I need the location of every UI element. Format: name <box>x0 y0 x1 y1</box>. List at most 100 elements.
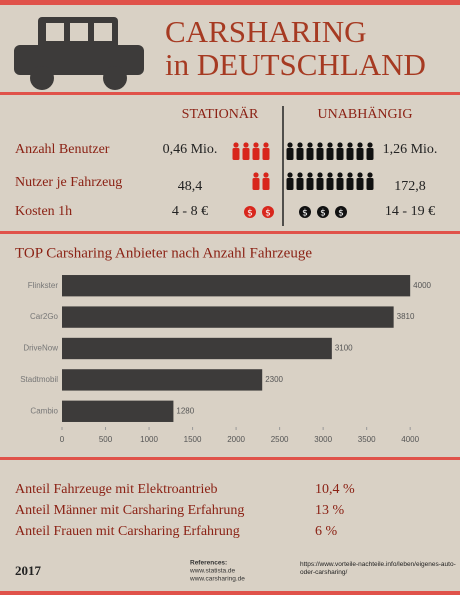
column-header: STATIONÄR <box>182 105 259 122</box>
person-icon <box>296 178 304 190</box>
y-tick-label: Cambio <box>30 406 58 415</box>
reference: References: <box>190 560 227 567</box>
person-icon <box>326 148 334 160</box>
row-label: Nutzer je Fahrzeug <box>15 175 122 190</box>
person-icon <box>286 148 294 160</box>
person-icon <box>346 178 354 190</box>
row-label: Kosten 1h <box>15 204 72 219</box>
value-label: 1280 <box>176 406 194 415</box>
person-icon <box>326 178 334 190</box>
value-label: 2300 <box>265 375 283 384</box>
person-icon <box>252 178 260 190</box>
person-icon <box>262 178 270 190</box>
person-icon <box>286 178 294 190</box>
person-icon <box>367 172 373 178</box>
chart-title: TOP Carsharing Anbieter nach Anzahl Fahr… <box>15 245 312 261</box>
person-icon <box>262 148 270 160</box>
person-icon <box>347 142 353 148</box>
x-tick-label: 1500 <box>184 435 202 444</box>
coin-icon <box>335 206 347 218</box>
person-icon <box>367 142 373 148</box>
value-label: 3810 <box>397 312 415 321</box>
x-tick-label: 2500 <box>271 435 289 444</box>
person-icon <box>346 148 354 160</box>
person-icon <box>336 178 344 190</box>
person-icon <box>252 148 260 160</box>
coin-icon <box>244 206 256 218</box>
coin-icon <box>299 206 311 218</box>
bar <box>62 400 174 422</box>
person-icon <box>263 172 269 178</box>
bottom-rule <box>0 591 460 595</box>
person-icon <box>357 172 363 178</box>
person-icon <box>356 178 364 190</box>
stat-value: 10,4 % <box>315 482 355 497</box>
person-icon <box>307 172 313 178</box>
reference: www.statista.de <box>189 568 236 575</box>
stat-label: Anteil Männer mit Carsharing Erfahrung <box>15 503 244 518</box>
stationary-value: 48,4 <box>178 179 203 194</box>
person-icon <box>287 172 293 178</box>
title-line: CARSHARING <box>165 14 367 49</box>
person-icon <box>327 142 333 148</box>
x-tick-label: 1000 <box>140 435 158 444</box>
coin-icon <box>317 206 329 218</box>
person-icon <box>232 148 240 160</box>
column-header: UNABHÄNGIG <box>318 105 413 122</box>
bar <box>62 306 394 328</box>
stat-value: 13 % <box>315 503 345 518</box>
coin-icon: $ <box>320 209 326 219</box>
x-tick-label: 0 <box>60 435 65 444</box>
person-icon <box>243 142 249 148</box>
source-url: https://www.vorteile-nachteile.info/lebe… <box>300 561 456 576</box>
independent-value: 172,8 <box>394 179 426 194</box>
person-icon <box>347 172 353 178</box>
x-tick-label: 3500 <box>358 435 376 444</box>
coin-icon <box>262 206 274 218</box>
stat-value: 6 % <box>315 524 338 539</box>
stationary-value: 4 - 8 € <box>172 204 208 219</box>
rule <box>0 457 460 460</box>
bar <box>62 275 411 297</box>
bar <box>62 337 332 360</box>
person-icon <box>337 142 343 148</box>
stat-label: Anteil Fahrzeuge mit Elektroantrieb <box>15 482 218 497</box>
coin-icon: $ <box>338 209 344 219</box>
rule <box>0 92 460 95</box>
bar <box>62 369 263 391</box>
x-tick-label: 500 <box>99 435 113 444</box>
x-tick-label: 4000 <box>401 435 419 444</box>
person-icon <box>366 148 374 160</box>
top-rule <box>0 0 460 5</box>
person-icon <box>317 142 323 148</box>
person-icon <box>327 172 333 178</box>
person-icon <box>316 148 324 160</box>
person-icon <box>296 148 304 160</box>
person-icon <box>253 142 259 148</box>
coin-icon: $ <box>247 209 253 219</box>
person-icon <box>336 148 344 160</box>
person-icon <box>297 142 303 148</box>
reference: www.carsharing.de <box>189 576 245 583</box>
independent-value: 14 - 19 € <box>385 204 435 219</box>
person-icon <box>356 148 364 160</box>
person-icon <box>337 172 343 178</box>
person-icon <box>357 142 363 148</box>
rule <box>0 231 460 234</box>
person-icon <box>317 172 323 178</box>
person-icon <box>253 172 259 178</box>
independent-value: 1,26 Mio. <box>383 142 438 157</box>
y-tick-label: DriveNow <box>23 344 58 353</box>
person-icon <box>263 142 269 148</box>
stat-label: Anteil Frauen mit Carsharing Erfahrung <box>15 524 240 539</box>
coin-icon: $ <box>302 209 308 219</box>
x-tick-label: 3000 <box>314 435 332 444</box>
row-label: Anzahl Benutzer <box>15 142 110 157</box>
person-icon <box>316 178 324 190</box>
x-tick-label: 2000 <box>227 435 245 444</box>
y-tick-label: Stadtmobil <box>20 375 58 384</box>
person-icon <box>306 178 314 190</box>
y-tick-label: Car2Go <box>30 312 59 321</box>
